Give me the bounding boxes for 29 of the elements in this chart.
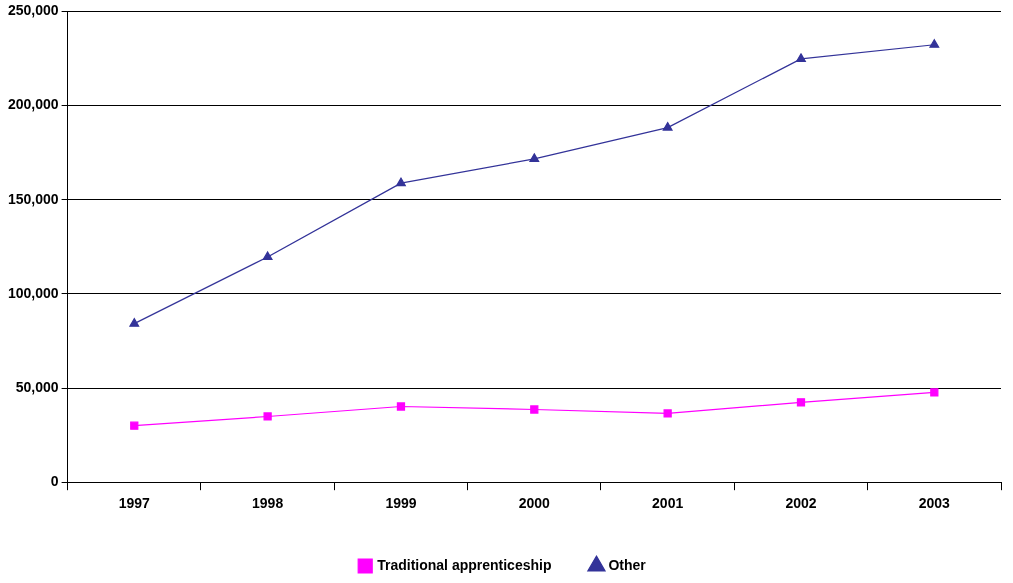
x-tick-label: 2000 [518, 495, 551, 512]
y-tick-label: 0 [50, 473, 59, 490]
y-tick-label: 200,000 [8, 96, 59, 113]
y-tick-label: 150,000 [8, 190, 59, 207]
point [929, 39, 940, 48]
point [530, 405, 539, 414]
point [129, 318, 140, 327]
y-tick-label: 50,000 [15, 378, 59, 395]
point [662, 121, 673, 131]
point [396, 402, 406, 411]
point [396, 177, 406, 187]
x-tick-label: 2001 [652, 495, 684, 512]
point [930, 388, 939, 397]
point [796, 398, 806, 407]
y-tick-label: 250,000 [8, 2, 59, 19]
y-tick-label: 100,000 [8, 284, 59, 301]
point [130, 421, 139, 430]
legend-label: Other [608, 556, 647, 573]
x-tick-label: 1997 [118, 495, 151, 512]
point [529, 153, 540, 162]
x-tick-label: 1999 [385, 495, 417, 512]
x-tick-label: 2003 [918, 495, 951, 512]
x-tick-label: 1998 [252, 495, 284, 512]
point [262, 251, 273, 261]
legend-label: Traditional apprenticeship [377, 556, 552, 573]
point [796, 53, 806, 62]
point [663, 409, 672, 418]
point [263, 412, 272, 421]
x-tick-label: 2002 [785, 495, 817, 512]
